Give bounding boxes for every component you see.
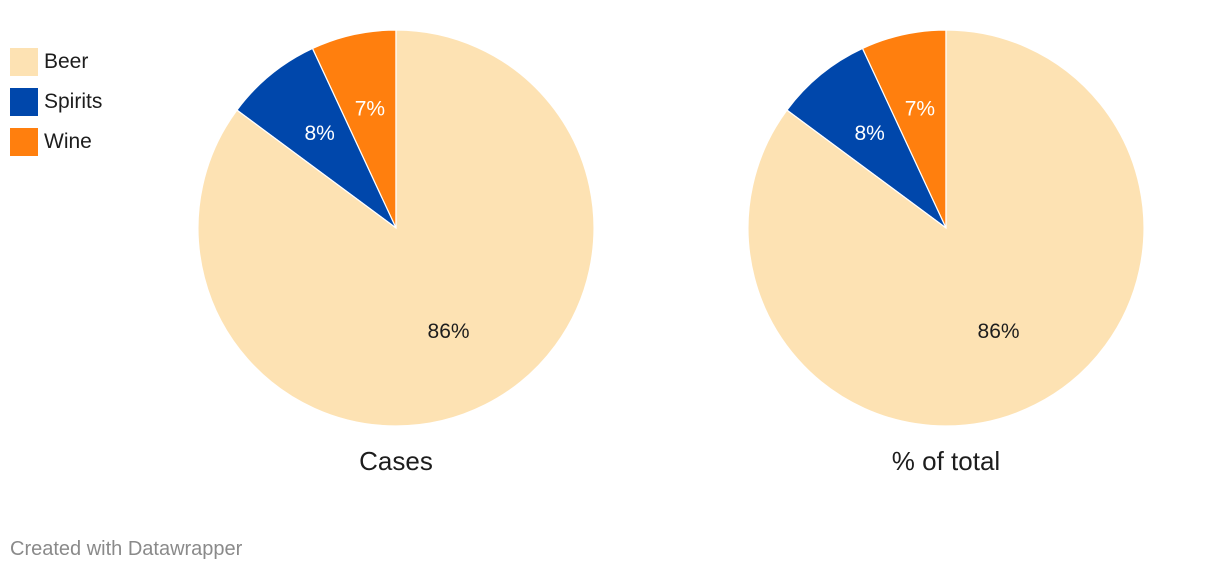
data-label-wine: 7% xyxy=(355,98,385,121)
data-label-spirits: 8% xyxy=(304,122,334,145)
data-label-wine: 7% xyxy=(905,98,935,121)
footer-credit: Created with Datawrapper xyxy=(10,538,243,560)
legend-item-spirits: Spirits xyxy=(10,82,102,122)
data-label-spirits: 8% xyxy=(854,122,884,145)
legend-label-spirits: Spirits xyxy=(44,90,103,113)
pie-slice-beer xyxy=(747,29,1145,427)
data-label-beer: 86% xyxy=(978,320,1020,343)
legend-swatch-spirits xyxy=(10,88,38,116)
legend-label-wine: Wine xyxy=(44,130,92,153)
chart-title-2: % of total xyxy=(892,446,1000,476)
pie-slice-spirits xyxy=(786,47,947,229)
legend-label-beer: Beer xyxy=(44,50,89,73)
legend-item-beer: Beer xyxy=(10,42,102,82)
pie-slice-beer xyxy=(197,29,595,427)
legend-item-wine: Wine xyxy=(10,122,102,162)
legend-swatch-beer xyxy=(10,48,38,76)
pie-charts: 7% 8% 86% Cases 7% 8% 86% % of total xyxy=(197,29,1145,476)
pie-slice-spirits xyxy=(236,47,397,229)
legend: Beer Spirits Wine xyxy=(10,42,102,162)
data-label-beer: 86% xyxy=(428,320,470,343)
pie-chart-2: 7% 8% 86% % of total xyxy=(747,29,1145,476)
legend-swatch-wine xyxy=(10,128,38,156)
pie-chart-1: 7% 8% 86% Cases xyxy=(197,29,595,476)
chart-title-1: Cases xyxy=(359,446,433,476)
